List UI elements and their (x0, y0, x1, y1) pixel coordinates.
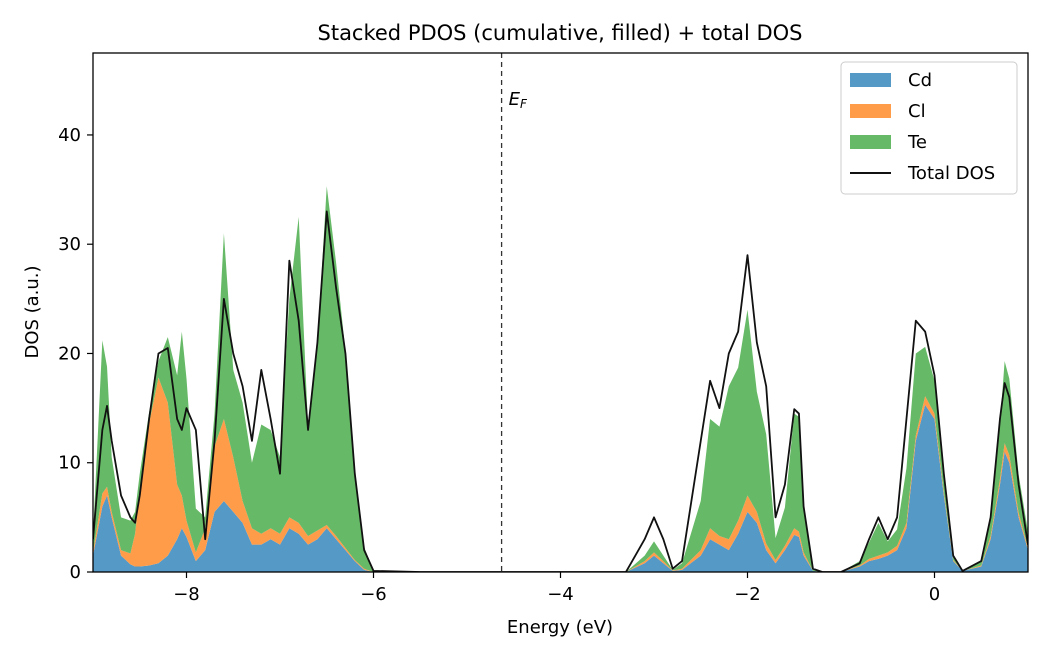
x-tick-label: −4 (547, 584, 574, 605)
y-axis: 0 10 20 30 40 (58, 125, 93, 583)
x-tick-label: −6 (360, 584, 387, 605)
line-total-dos (93, 210, 1028, 572)
legend-swatch-te (850, 135, 891, 149)
y-tick-label: 10 (58, 453, 81, 474)
area-te (93, 186, 1028, 572)
total-dos-line-group (93, 210, 1028, 572)
area-cd (93, 404, 1028, 572)
fermi-level-group: EF (500, 53, 528, 572)
x-tick-label: −8 (173, 584, 200, 605)
chart-title: Stacked PDOS (cumulative, filled) + tota… (318, 21, 803, 45)
x-axis: −8 −6 −4 −2 0 (173, 572, 940, 605)
legend-label-total-dos: Total DOS (907, 163, 995, 184)
y-tick-label: 30 (58, 234, 81, 255)
legend-label-cl: Cl (908, 101, 926, 122)
x-tick-label: 0 (929, 584, 940, 605)
legend-swatch-cd (850, 73, 891, 87)
fermi-level-label: EF (509, 89, 528, 111)
legend-label-te: Te (907, 132, 927, 153)
y-tick-label: 0 (70, 562, 81, 583)
legend-box (840, 61, 1018, 195)
legend-label-cd: Cd (908, 70, 932, 91)
stacked-areas (93, 186, 1028, 572)
x-tick-label: −2 (734, 584, 761, 605)
y-axis-label: DOS (a.u.) (22, 265, 43, 358)
legend-swatch-cl (850, 104, 891, 118)
plot-area: EF (92, 52, 1029, 573)
legend: Cd Cl Te Total DOS (840, 61, 1018, 195)
x-axis-label: Energy (eV) (507, 617, 613, 638)
y-tick-label: 40 (58, 125, 81, 146)
y-tick-label: 20 (58, 343, 81, 364)
